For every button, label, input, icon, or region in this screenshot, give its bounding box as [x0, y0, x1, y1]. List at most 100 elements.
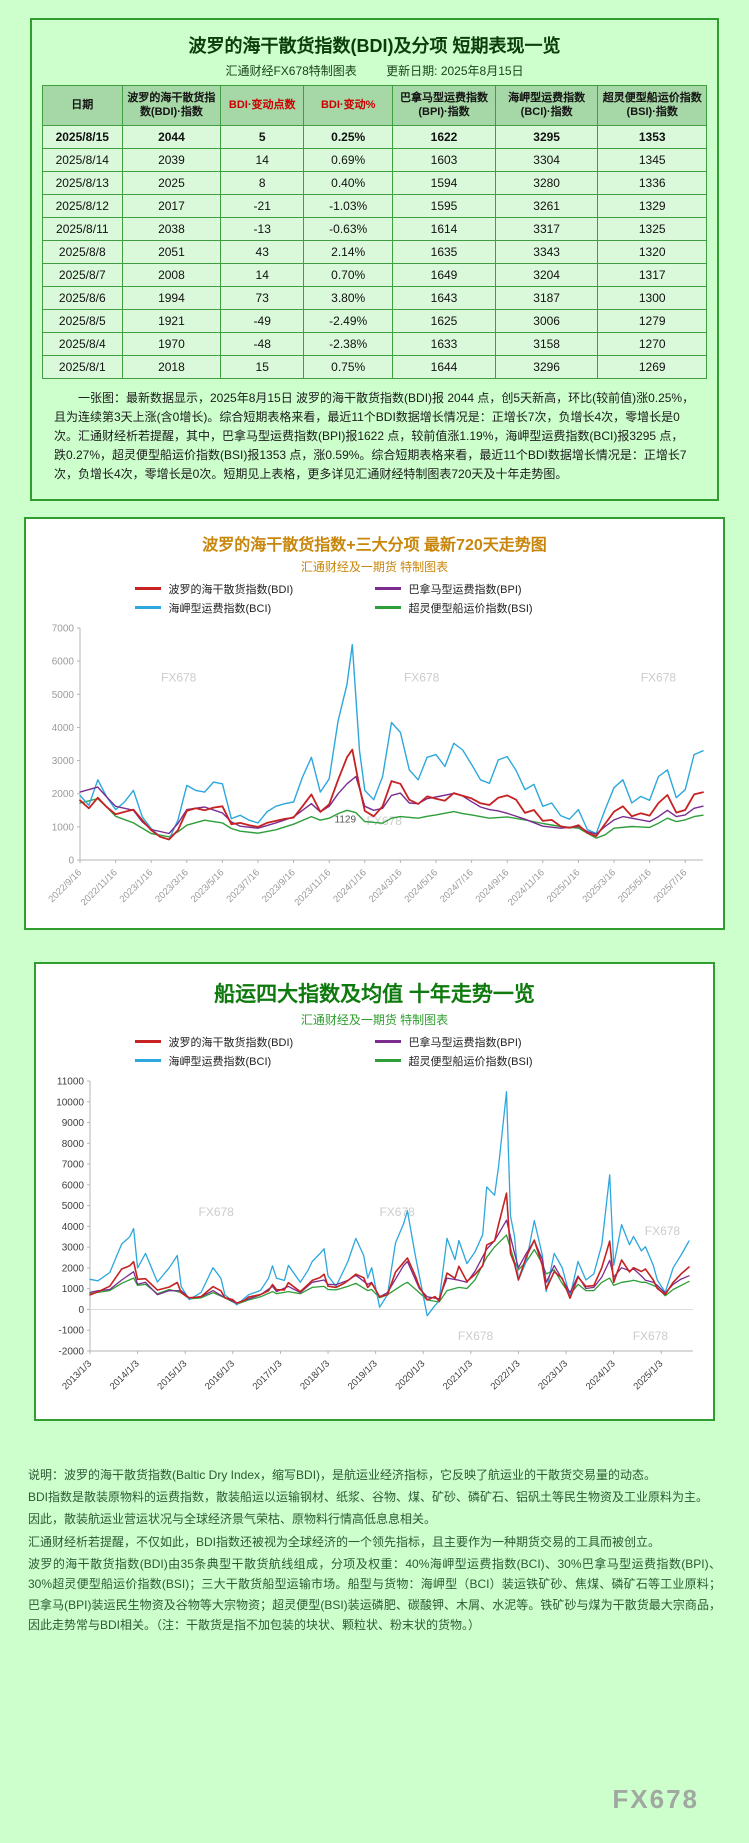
table-cell: 1336: [597, 170, 707, 195]
table-cell: 1625: [392, 308, 496, 333]
table-cell: -1.03%: [303, 193, 394, 218]
table-cell: 2025/8/7: [42, 262, 123, 287]
table-cell: 2038: [121, 216, 222, 241]
x-tick-label: 2013/1/3: [60, 1358, 94, 1392]
x-tick-label: 2015/1/3: [155, 1358, 189, 1392]
bdi-index-table: 日期 波罗的海干散货指数(BDI)·指数 BDI·变动点数 BDI·变动% 巴拿马型运费…: [42, 85, 707, 379]
y-tick-label: 3000: [62, 1242, 85, 1253]
chart-watermark: FX678: [641, 670, 677, 684]
data-annotation: 1129: [335, 814, 357, 825]
chart-watermark: FX678: [379, 1205, 415, 1219]
table-row: 2025/8/7 2008 14 0.70% 1649 3204 1317: [42, 262, 707, 287]
x-tick-label: 2017/1/3: [251, 1358, 285, 1392]
y-tick-label: 4000: [62, 1221, 85, 1232]
chart-10y-subtitle: 汇通财经及一期货 特制图表: [300, 1012, 449, 1027]
table-cell: 1345: [597, 147, 707, 172]
x-tick-label: 2014/1/3: [108, 1358, 142, 1392]
y-tick-label: -2000: [58, 1346, 84, 1357]
source-label: 汇通财经FX678特制图表: [225, 64, 357, 78]
legend-item-bdi: 波罗的海干散货指数(BDI): [134, 1034, 375, 1050]
table-cell: 2018: [121, 354, 222, 379]
x-tick-label: 2023/11/16: [292, 867, 333, 908]
table-cell: 1595: [392, 193, 496, 218]
table-cell: 3317: [494, 216, 599, 241]
table-cell: 0.40%: [303, 170, 394, 195]
series-line-bsi: [89, 1233, 690, 1305]
chart-720-title: 波罗的海干散货指数+三大分项 最新720天走势图: [202, 536, 547, 554]
x-tick-label: 2023/9/16: [260, 867, 298, 905]
table-cell: 1635: [392, 239, 496, 264]
column-header: 超灵便型船运价指数(BSI)·指数: [597, 85, 707, 126]
table-row: 2025/8/5 1921 -49 -2.49% 1625 3006 1279: [42, 308, 707, 333]
x-tick-label: 2023/1/16: [118, 867, 156, 905]
bpi-legend-swatch: [374, 1040, 401, 1044]
table-cell: 1353: [597, 124, 707, 149]
y-tick-label: 8000: [62, 1138, 85, 1149]
table-cell: 1921: [121, 308, 222, 333]
legend-label: 海岬型运费指数(BCI): [168, 1055, 272, 1068]
bci-legend-swatch: [134, 1059, 161, 1063]
y-tick-label: 3000: [52, 756, 75, 767]
chart-10y-title: 船运四大指数及均值 十年走势一览: [214, 982, 535, 1006]
legend-item-bsi: 超灵便型船运价指数(BSI): [374, 600, 615, 616]
table-row: 2025/8/13 2025 8 0.40% 1594 3280 1336: [42, 170, 707, 195]
chart-watermark: FX678: [645, 1223, 681, 1237]
column-header: BDI·变动点数: [220, 85, 305, 126]
footer-line: 因此，散装航运业营运状况与全球经济景气荣枯、原物料行情高低息息相关。: [28, 1512, 437, 1527]
legend-label: 波罗的海干散货指数(BDI): [168, 1036, 294, 1049]
y-tick-label: -1000: [58, 1325, 84, 1336]
x-tick-label: 2024/11/16: [506, 867, 547, 908]
legend-label: 超灵便型船运价指数(BSI): [408, 602, 533, 615]
table-cell: -48: [220, 331, 305, 356]
y-tick-label: 7000: [62, 1159, 85, 1170]
y-tick-label: 10000: [56, 1097, 84, 1108]
bpi-legend-swatch: [374, 587, 401, 591]
x-tick-label: 2025/1/3: [631, 1358, 665, 1392]
y-tick-label: 2000: [52, 789, 75, 800]
table-cell: 1644: [392, 354, 496, 379]
table-cell: 2008: [121, 262, 222, 287]
bdi-short-term-panel: 波罗的海干散货指数(BDI)及分项 短期表现一览 汇通财经FX678特制图表 更…: [30, 18, 719, 501]
legend-item-bci: 海岬型运费指数(BCI): [134, 1053, 375, 1069]
chart-10y-plot: -2000 -1000 0 1000 2000 3000 4000 5000 6000 7000 8…: [56, 1076, 693, 1392]
table-cell: 2.14%: [303, 239, 394, 264]
x-tick-label: 2023/1/3: [536, 1358, 570, 1392]
table-cell: 1622: [392, 124, 496, 149]
table-cell: 2025/8/15: [42, 124, 123, 149]
table-cell: 0.25%: [303, 124, 394, 149]
table-cell: 3304: [494, 147, 599, 172]
bdi-legend-swatch: [134, 1040, 161, 1044]
table-cell: 2044: [121, 124, 222, 149]
y-tick-label: 1000: [52, 822, 75, 833]
y-tick-label: 0: [78, 1304, 84, 1315]
bsi-legend-swatch: [374, 606, 401, 610]
x-tick-label: 2024/1/16: [331, 867, 369, 905]
table-cell: 2025/8/1: [42, 354, 123, 379]
table-cell: 3343: [494, 239, 599, 264]
table-cell: 3296: [494, 354, 599, 379]
footer-line: 汇通财经析若提醒，不仅如此，BDI指数还被视为全球经济的一个领先指标，且主要作为…: [28, 1534, 661, 1549]
table-cell: 3158: [494, 331, 599, 356]
bsi-legend-swatch: [374, 1059, 401, 1063]
column-header: 海岬型运费指数(BCI)·指数: [494, 85, 599, 126]
fx678-watermark: FX678: [612, 1784, 699, 1814]
chart-720-panel: 波罗的海干散货指数+三大分项 最新720天走势图 汇通财经及一期货 特制图表 波…: [24, 516, 725, 930]
x-tick-label: 2024/5/16: [402, 867, 440, 905]
legend-item-bdi: 波罗的海干散货指数(BDI): [134, 581, 375, 597]
x-tick-label: 2025/1/16: [545, 867, 583, 905]
x-tick-label: 2025/3/16: [580, 867, 618, 905]
table-cell: 0.69%: [303, 147, 394, 172]
bdi-legend-swatch: [134, 587, 161, 591]
legend-item-bci: 海岬型运费指数(BCI): [134, 600, 375, 616]
legend-item-bsi: 超灵便型船运价指数(BSI): [374, 1053, 615, 1069]
chart-10y-legend: 波罗的海干散货指数(BDI) 巴拿马型运费指数(BPI) 海岬型运费指数(BCI) 超…: [40, 1034, 709, 1069]
legend-label: 波罗的海干散货指数(BDI): [168, 583, 294, 596]
x-tick-label: 2022/9/16: [46, 867, 84, 905]
table-cell: 1270: [597, 331, 707, 356]
table-cell: 2025/8/8: [42, 239, 123, 264]
x-tick-label: 2022/1/3: [489, 1358, 523, 1392]
table-cell: 3280: [494, 170, 599, 195]
y-tick-label: 1000: [62, 1284, 85, 1295]
table-cell: 1279: [597, 308, 707, 333]
x-tick-label: 2022/11/16: [79, 867, 120, 908]
